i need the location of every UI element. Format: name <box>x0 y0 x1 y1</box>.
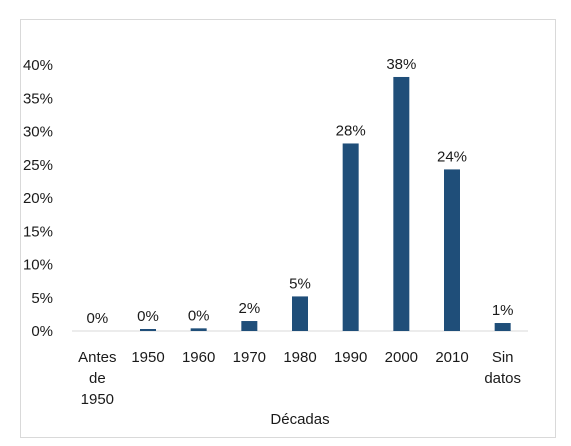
y-tick-label: 10% <box>23 257 53 274</box>
bar <box>292 296 308 331</box>
x-tick-label: 1980 <box>283 349 316 366</box>
y-tick-label: 15% <box>23 223 53 240</box>
data-label: 38% <box>386 56 416 73</box>
data-label: 2% <box>238 300 260 317</box>
bar <box>140 329 156 331</box>
x-tick-label: 1960 <box>182 349 215 366</box>
bar <box>444 169 460 331</box>
y-tick-label: 30% <box>23 124 53 141</box>
y-tick-label: 35% <box>23 90 53 107</box>
data-label: 0% <box>86 310 108 327</box>
data-label: 28% <box>336 122 366 139</box>
data-label: 5% <box>289 275 311 292</box>
bar <box>241 321 258 331</box>
bar <box>494 323 511 331</box>
bar <box>190 328 207 331</box>
y-axis-ticks: 0% 5% 10% 15% 20% 25% 30% 35% 40% <box>23 57 53 340</box>
x-tick-label: 2010 <box>435 349 468 366</box>
data-label: 24% <box>437 148 467 165</box>
bar <box>342 143 359 331</box>
x-tick-label: 2000 <box>385 349 418 366</box>
x-tick-label: 1970 <box>233 349 266 366</box>
bars <box>140 76 511 331</box>
data-label: 0% <box>188 307 210 324</box>
data-label: 0% <box>137 308 159 325</box>
y-tick-label: 25% <box>23 157 53 174</box>
x-tick-label: 1950 <box>131 349 164 366</box>
x-axis-ticks: Antes de 1950 1950 1960 1970 1980 1990 2000 2010 S… <box>78 349 521 408</box>
x-axis-title: Décadas <box>270 411 329 428</box>
x-tick-label: 1990 <box>334 349 367 366</box>
x-tick-label: de <box>89 370 106 387</box>
x-tick-label: Antes <box>78 349 116 366</box>
x-tick-label: 1950 <box>81 391 114 408</box>
x-tick-label: datos <box>484 370 521 387</box>
chart-frame <box>20 19 556 438</box>
data-labels: 0% 0% 0% 2% 5% 28% 38% 24% 1% <box>86 56 513 327</box>
x-tick-label: Sin <box>492 349 514 366</box>
y-tick-label: 40% <box>23 57 53 74</box>
y-tick-label: 0% <box>31 323 53 340</box>
y-tick-label: 5% <box>31 290 53 307</box>
y-tick-label: 20% <box>23 190 53 207</box>
data-label: 1% <box>492 302 514 319</box>
bar <box>393 76 410 331</box>
